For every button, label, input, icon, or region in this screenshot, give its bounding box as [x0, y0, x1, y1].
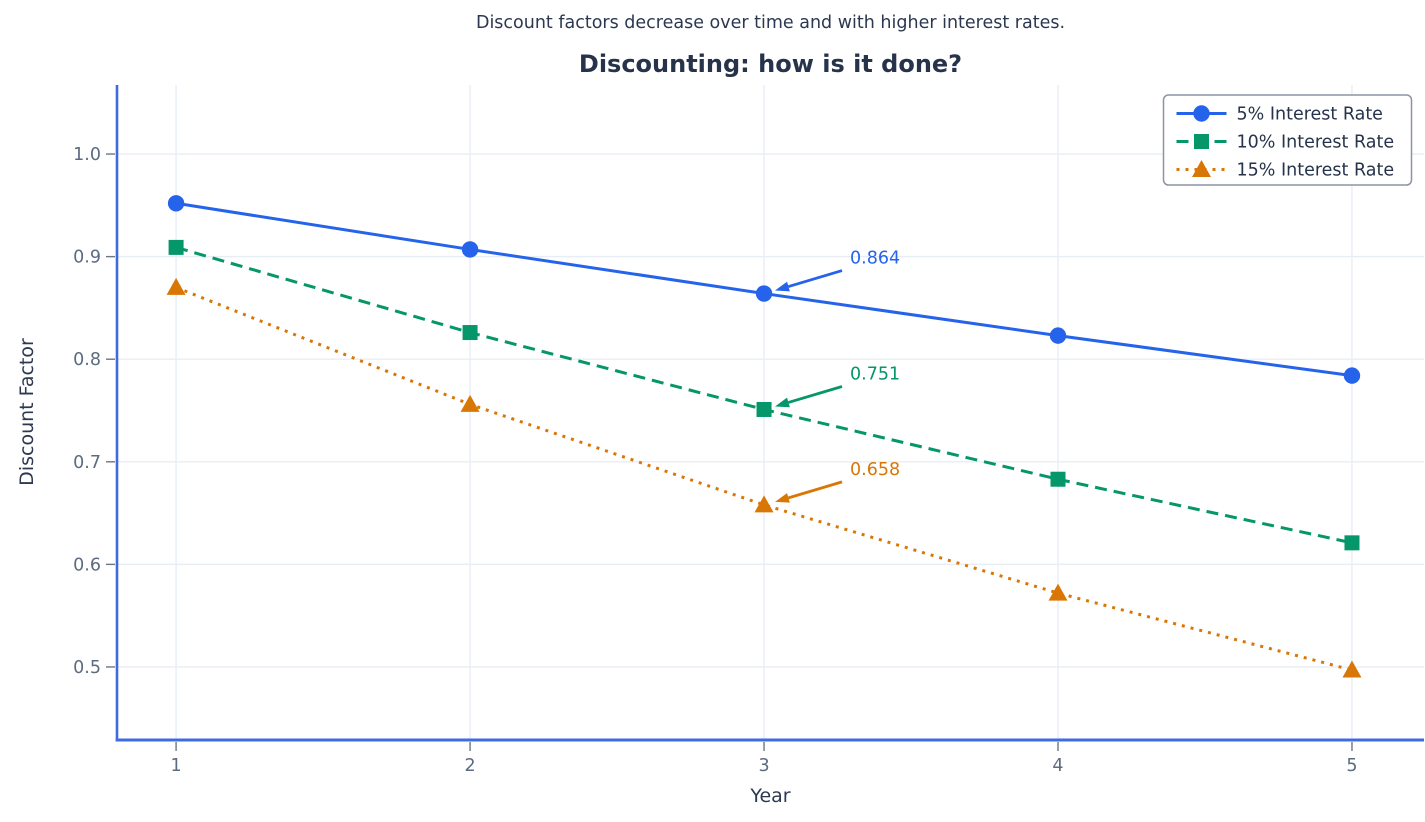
y-tick-label: 0.8 — [73, 350, 101, 370]
legend-swatch-marker — [1192, 160, 1211, 177]
annotation-arrowhead — [775, 281, 790, 292]
data-point-marker — [755, 285, 773, 302]
chart-subtitle: Discount factors decrease over time and … — [475, 13, 1066, 33]
legend-swatch-marker — [1194, 134, 1209, 149]
x-axis-label: Year — [750, 785, 791, 807]
legend-entry: 5% Interest Rate — [1176, 105, 1383, 125]
axes: 0.5 0.6 0.7 0.8 0.9 1.0 1 2 3 4 5 — [73, 85, 1424, 776]
annotation-value-label: 0.658 — [850, 460, 900, 480]
legend-label: 15% Interest Rate — [1237, 161, 1395, 181]
y-tick-label: 0.7 — [73, 453, 101, 473]
data-point-marker — [166, 277, 186, 295]
annotation-arrowhead — [775, 397, 790, 408]
legend: 5% Interest Rate 10% Interest Rate 15% Int… — [1162, 94, 1413, 186]
data-point-marker — [1050, 471, 1066, 487]
x-tick-label: 5 — [1346, 756, 1357, 776]
x-tick-label: 3 — [758, 756, 769, 776]
legend-box — [1162, 94, 1413, 186]
chart-title: Discounting: how is it done? — [578, 50, 963, 78]
annotation-value-label: 0.864 — [850, 249, 900, 269]
data-point-marker — [756, 401, 772, 417]
legend-entry: 15% Interest Rate — [1176, 160, 1395, 181]
legend-entry: 10% Interest Rate — [1176, 133, 1395, 153]
y-tick-label: 0.6 — [73, 555, 101, 575]
legend-label: 10% Interest Rate — [1237, 133, 1395, 153]
y-tick-label: 0.5 — [73, 658, 101, 678]
annotation-value-label: 0.751 — [850, 364, 900, 384]
annotation: 0.751 — [775, 364, 900, 408]
annotation: 0.658 — [775, 460, 900, 503]
gridlines — [117, 85, 1424, 740]
annotation-arrowhead — [775, 493, 790, 503]
series-line — [175, 286, 1353, 672]
data-point-marker — [1049, 327, 1067, 344]
y-tick-label: 0.9 — [73, 248, 101, 268]
x-tick-label: 4 — [1052, 756, 1063, 776]
x-tick-label: 2 — [464, 756, 475, 776]
data-point-marker — [1343, 367, 1361, 384]
annotation-arrow-line — [788, 385, 843, 404]
annotation-arrow-line — [788, 480, 843, 500]
data-point-marker — [461, 241, 479, 258]
data-point-marker — [1048, 583, 1068, 601]
data-point-marker — [1344, 535, 1360, 551]
data-point-marker — [167, 195, 185, 212]
series-15-interest-rate — [166, 277, 1362, 678]
series-10-interest-rate — [168, 239, 1360, 551]
legend-swatch-marker — [1193, 105, 1210, 122]
data-point-marker — [1342, 660, 1362, 678]
x-tick-label: 1 — [171, 756, 182, 776]
annotations: 0.864 0.751 0.658 — [775, 249, 900, 503]
annotation-arrow-line — [788, 269, 843, 288]
series-5-interest-rate — [167, 195, 1361, 384]
y-tick-label: 1.0 — [73, 145, 101, 165]
data-point-marker — [754, 495, 774, 513]
legend-label: 5% Interest Rate — [1237, 105, 1383, 125]
data-point-marker — [168, 239, 184, 255]
data-point-marker — [462, 325, 478, 341]
annotation: 0.864 — [775, 249, 900, 292]
y-axis-label: Discount Factor — [16, 338, 38, 486]
data-point-marker — [460, 394, 480, 412]
